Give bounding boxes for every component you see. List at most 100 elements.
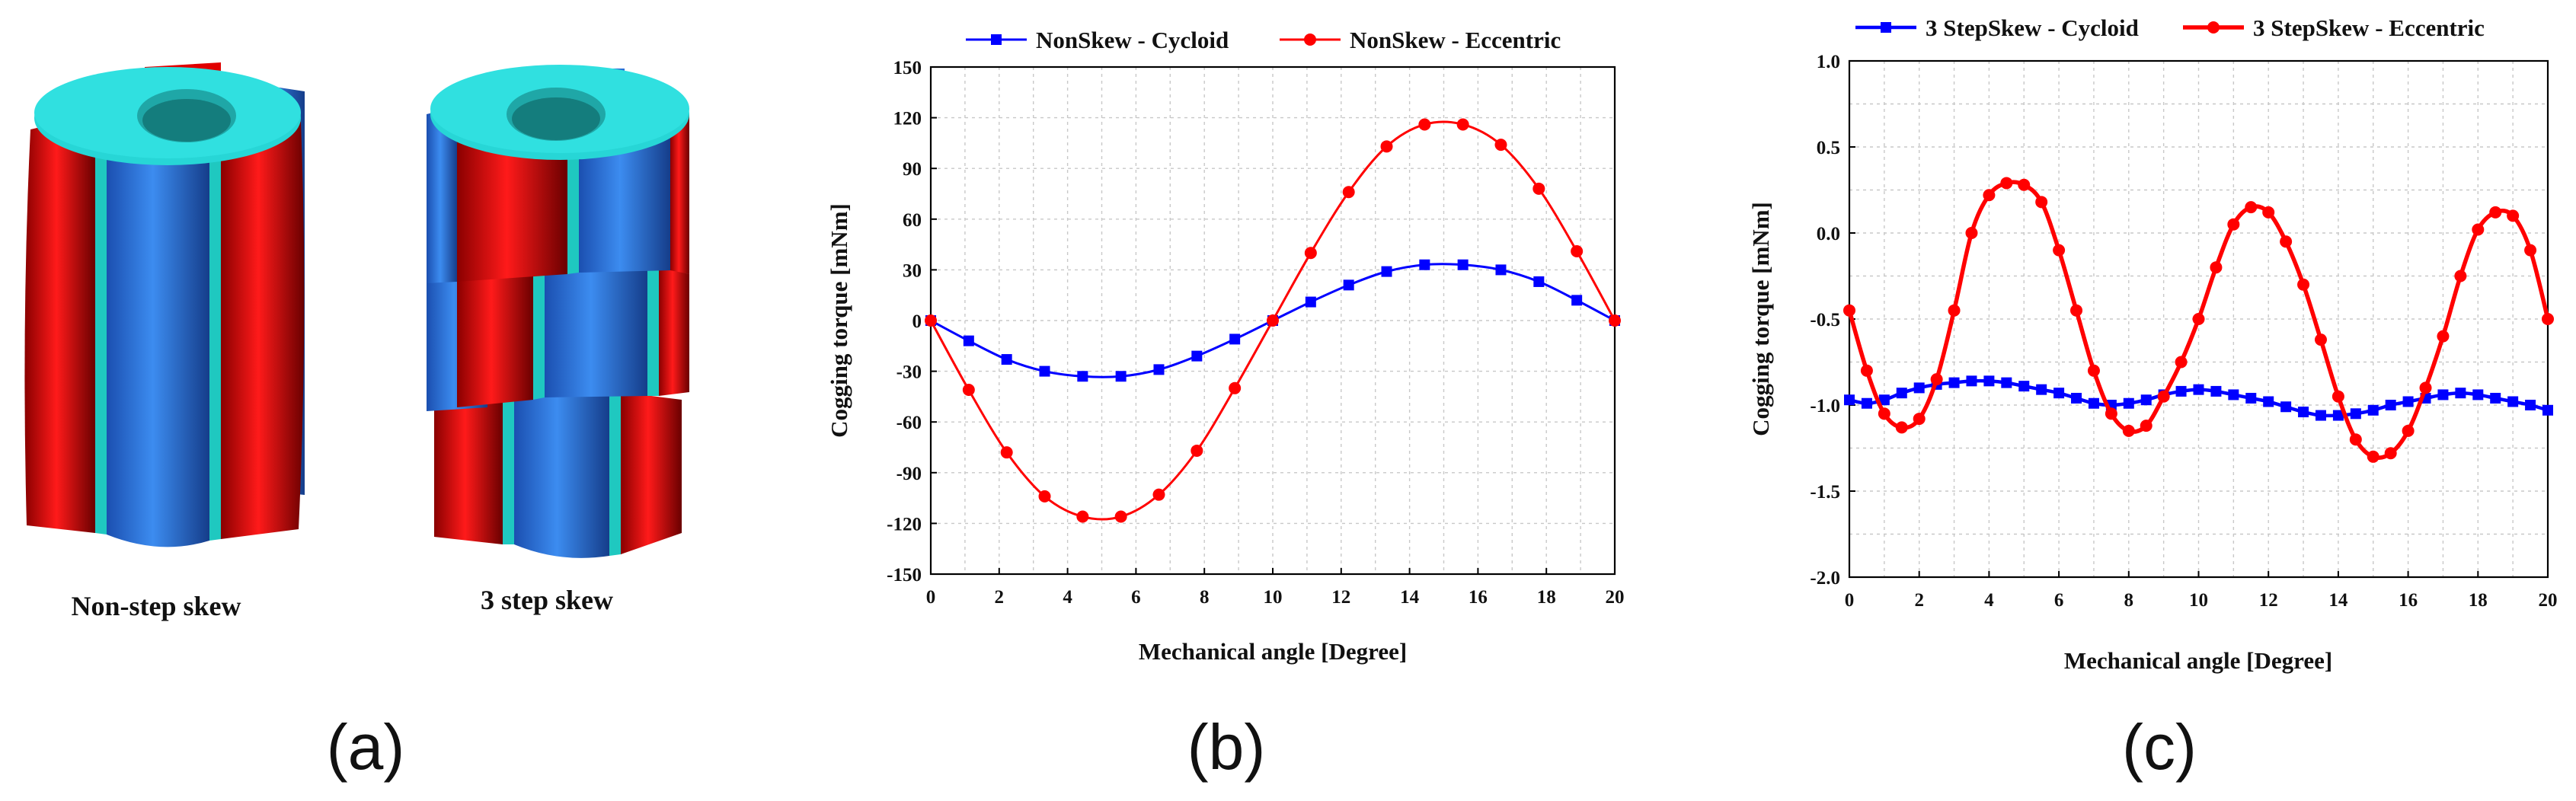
series-point-square: [2175, 385, 2187, 397]
series-point-square: [1115, 371, 1127, 382]
x-tick-label: 12: [1331, 587, 1350, 608]
series-point-square: [963, 335, 974, 346]
series-point-square: [1495, 264, 1507, 276]
series-point-circle: [2314, 333, 2327, 346]
series-point-square: [2367, 404, 2379, 416]
x-tick-label: 4: [1063, 587, 1072, 608]
legend-marker: [991, 34, 1002, 45]
y-tick-label: -1.0: [1810, 396, 1840, 416]
series-point-circle: [1152, 488, 1165, 501]
y-tick-label: 90: [903, 159, 922, 180]
series-point-square: [2263, 396, 2274, 407]
chart-c-series: [1843, 177, 2554, 463]
x-tick-label: 0: [1845, 590, 1855, 611]
series-point-square: [1381, 266, 1392, 277]
x-tick-label: 18: [2469, 590, 2488, 611]
series-point-square: [1844, 394, 1855, 406]
legend-label: 3 StepSkew - Cycloid: [1926, 14, 2139, 41]
legend-label: NonSkew - Eccentric: [1350, 27, 1561, 53]
series-point-square: [2053, 388, 2065, 399]
series-point-square: [2332, 410, 2344, 421]
series-point-square: [2315, 410, 2326, 421]
series-point-circle: [1895, 421, 1908, 434]
series-point-circle: [2524, 244, 2537, 257]
series-point-circle: [2140, 420, 2153, 432]
rotor-non-step-skew-image: [24, 62, 305, 547]
series-point-circle: [2210, 261, 2223, 274]
series-point-circle: [1571, 244, 1584, 257]
series-point-circle: [1380, 140, 1393, 153]
panel-c-label: (c): [2122, 711, 2197, 783]
series-point-circle: [1267, 314, 1279, 327]
x-tick-label: 16: [1469, 587, 1488, 608]
x-tick-label: 18: [1537, 587, 1556, 608]
chart-b-x-ticks: 0 2 4 6 8 10 12 14 16 18 20: [926, 568, 1625, 608]
chart-c-y-ticks: -2.0 -1.5 -1.0 -0.5 0.0 0.5 1.0: [1810, 52, 1855, 589]
y-tick-label: -150: [887, 565, 922, 586]
series-point-circle: [2262, 206, 2275, 219]
legend-label: NonSkew - Cycloid: [1036, 27, 1229, 53]
series-point-square: [1913, 382, 1925, 394]
panel-b-label: (b): [1187, 711, 1266, 783]
series-point-circle: [2384, 447, 2397, 460]
x-tick-label: 14: [2328, 590, 2348, 611]
series-point-circle: [1843, 304, 1855, 317]
series-point-square: [2140, 394, 2152, 406]
series-point-circle: [2454, 270, 2467, 282]
x-tick-label: 20: [1606, 587, 1625, 608]
series-point-square: [2437, 389, 2449, 400]
series-point-circle: [1860, 364, 1873, 377]
series-point-circle: [1114, 510, 1127, 523]
rotor-3-step-skew-image: [427, 65, 689, 558]
y-tick-label: 0: [912, 311, 922, 332]
series-point-circle: [2227, 218, 2240, 231]
series-point-square: [1039, 365, 1050, 377]
caption-3-step-skew: 3 step skew: [481, 585, 613, 615]
series-point-circle: [1304, 247, 1317, 260]
y-tick-label: -90: [896, 464, 922, 484]
series-point-circle: [2297, 278, 2310, 291]
series-point-circle: [2053, 244, 2066, 257]
x-tick-label: 20: [2539, 590, 2558, 611]
series-point-square: [1966, 375, 1977, 387]
series-point-circle: [1609, 314, 1621, 327]
y-tick-label: -2.0: [1810, 568, 1840, 589]
series-point-circle: [962, 384, 975, 397]
series-point-circle: [1191, 444, 1203, 457]
series-point-square: [1457, 259, 1469, 270]
series-point-square: [2455, 388, 2466, 399]
y-tick-label: 0.0: [1817, 224, 1840, 244]
legend-label: 3 StepSkew - Eccentric: [2253, 14, 2485, 41]
series-point-square: [2472, 389, 2484, 400]
series-point-circle: [1038, 490, 1051, 503]
series-point-circle: [2507, 209, 2520, 222]
y-tick-label: 120: [893, 109, 922, 129]
series-point-circle: [2157, 390, 2170, 403]
series-point-circle: [1532, 182, 1545, 195]
x-tick-label: 8: [2124, 590, 2134, 611]
series-point-circle: [2122, 424, 2135, 437]
chart-b-y-ticks: -150 -120 -90 -60 -30 0 30 60 90 120 150: [887, 58, 937, 586]
series-point-circle: [925, 314, 937, 327]
x-tick-label: 12: [2259, 590, 2278, 611]
series-point-square: [2193, 384, 2204, 395]
series-point-circle: [1913, 413, 1926, 426]
series-point-square: [2018, 381, 2030, 392]
series-point-circle: [2175, 356, 2188, 369]
series-point-square: [1983, 375, 1995, 387]
series-point-square: [2071, 392, 2082, 404]
chart-c-legend: 3 StepSkew - Cycloid 3 StepSkew - Eccentr…: [1855, 14, 2485, 41]
series-point-circle: [1983, 189, 1996, 202]
series-point-square: [1077, 371, 1088, 382]
series-point-circle: [2472, 223, 2485, 236]
series-point-square: [2298, 407, 2309, 418]
series-point-circle: [2367, 450, 2379, 463]
series-point-square: [2280, 401, 2292, 413]
series-point-circle: [1494, 139, 1507, 152]
x-tick-label: 2: [1914, 590, 1924, 611]
series-point-square: [2525, 400, 2536, 410]
series-point-circle: [1076, 510, 1089, 523]
series-point-circle: [2192, 313, 2205, 325]
chart-c-x-ticks: 0 2 4 6 8 10 12 14 16 18 20: [1845, 571, 2558, 611]
